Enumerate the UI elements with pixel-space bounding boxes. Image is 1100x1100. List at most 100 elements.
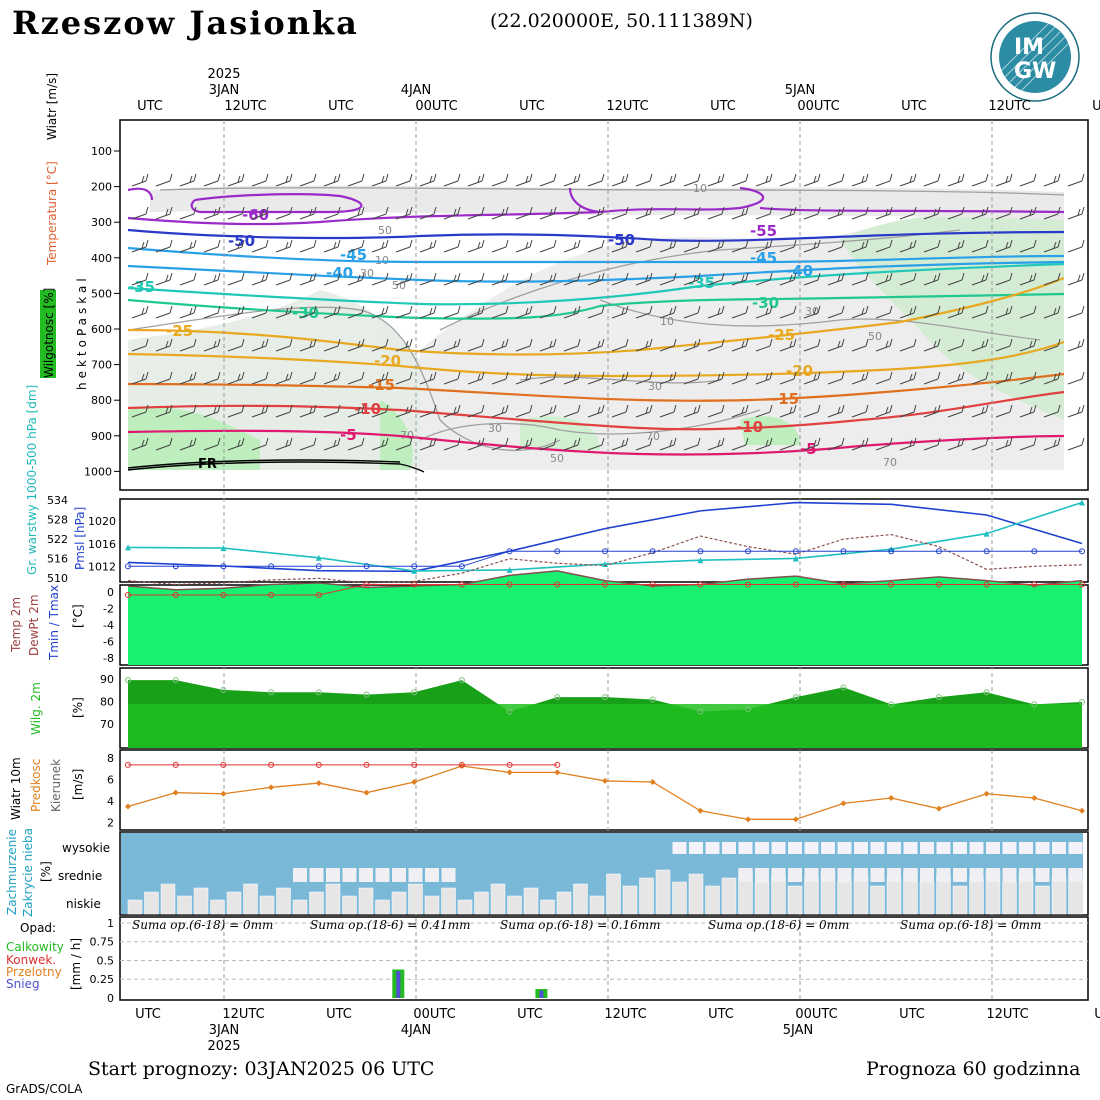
- wind-barb: [563, 272, 581, 286]
- rh2m-point: [745, 706, 752, 713]
- wind-barb: [803, 437, 821, 451]
- top-time-tick: UTC: [901, 99, 927, 114]
- wind-barb: [1043, 173, 1061, 187]
- wind-barb: [467, 437, 485, 451]
- wind-barb: [1067, 338, 1085, 352]
- wind-barb: [683, 437, 701, 451]
- wind-barb: [635, 338, 653, 352]
- top-day-label: 3JAN: [209, 83, 240, 98]
- wind-barb: [827, 437, 845, 451]
- wind-barb: [1067, 371, 1085, 385]
- rh2m-band: [128, 704, 1082, 748]
- wind-barb: [995, 272, 1013, 286]
- cloud-high-bar: [903, 842, 918, 854]
- rh-label: 10: [660, 315, 674, 328]
- wind-barb: [683, 305, 701, 319]
- wind-barb: [971, 206, 989, 220]
- windspeed-point: [268, 784, 275, 791]
- wind-barb: [1067, 437, 1085, 451]
- wind-barb: [1019, 338, 1037, 352]
- windspeed-point: [363, 789, 370, 796]
- cloud-mid-bar: [903, 868, 918, 882]
- wind-barb: [443, 305, 461, 319]
- wind-barb: [803, 272, 821, 286]
- top-year: 2025: [207, 67, 240, 82]
- tmin-point: [983, 548, 990, 555]
- pressure-tick: 800: [91, 394, 112, 407]
- wind-barb: [875, 404, 893, 418]
- wind-barb: [875, 272, 893, 286]
- wind-barb: [659, 404, 677, 418]
- wind-barb: [971, 371, 989, 385]
- cloud-high-bar: [755, 842, 769, 854]
- cloud-mid-bar: [969, 868, 984, 882]
- wind-barb: [683, 173, 701, 187]
- rh2m-point: [649, 696, 656, 703]
- wind-tick: 4: [107, 795, 114, 808]
- dewpt-axis-label: DewPt 2m: [27, 594, 41, 656]
- top-time-axis: UTC 12UTC UTC 00UTC UTC 12UTC UTC 00UTC UTC 12UTC…: [137, 67, 1100, 114]
- wind-barb: [635, 173, 653, 187]
- rh-label: 10: [693, 182, 707, 195]
- wind-barb: [587, 371, 605, 385]
- wind-barb: [755, 272, 773, 286]
- precip-tick: 1: [107, 917, 114, 930]
- wind-barb: [803, 305, 821, 319]
- imgw-logo: IM GW: [990, 12, 1080, 102]
- wind-tick: 2: [107, 817, 114, 830]
- wind-barb: [131, 206, 149, 220]
- wind-barb: [1019, 305, 1037, 319]
- wind-barb: [323, 305, 341, 319]
- windspeed-point: [506, 769, 513, 776]
- wind-barb: [515, 338, 533, 352]
- wind-barb: [971, 173, 989, 187]
- pressure-tick: 1000: [84, 465, 112, 478]
- precip-snow-bar: [396, 971, 401, 998]
- thickness-point: [697, 557, 704, 564]
- wind-barb: [635, 437, 653, 451]
- cloud-low-bar: [787, 885, 803, 915]
- wind-barb: [443, 371, 461, 385]
- gust-point: [220, 761, 227, 768]
- tmin-point: [840, 548, 847, 555]
- wind-barb: [731, 404, 749, 418]
- cloud-low-bar: [408, 883, 423, 915]
- temp-axis-label: Temperatura [°C]: [45, 161, 59, 266]
- cloud-high-bar: [689, 842, 703, 854]
- wind-barb: [1019, 272, 1037, 286]
- tmax-point: [745, 581, 752, 588]
- pressure-tick: 700: [91, 359, 112, 372]
- wind-barb: [155, 371, 173, 385]
- wind-barb: [803, 338, 821, 352]
- wind-barb: [779, 173, 797, 187]
- wind-barb: [419, 173, 437, 187]
- wind-barb: [203, 371, 221, 385]
- thickness-tick: 522: [47, 533, 68, 546]
- wind-barb: [1043, 371, 1061, 385]
- wind-barb: [515, 404, 533, 418]
- wind-barb: [203, 437, 221, 451]
- cloud-low-bar: [754, 881, 770, 915]
- rh2m-point: [888, 701, 895, 708]
- wind-barb: [467, 305, 485, 319]
- cloud-mid-bar: [1068, 868, 1083, 882]
- precip-legend-title: Opad:: [20, 921, 56, 935]
- wind-barb: [923, 371, 941, 385]
- wind-barb: [875, 437, 893, 451]
- tmin-point: [554, 548, 561, 555]
- wind-barb: [131, 173, 149, 187]
- cloud-low-bar: [804, 877, 819, 915]
- wind-barb: [851, 239, 869, 253]
- temp-tick: -4: [103, 619, 114, 632]
- wind-barb: [323, 437, 341, 451]
- cloud-low-bar: [952, 885, 968, 915]
- wind-barb: [635, 371, 653, 385]
- wind-barb: [347, 437, 365, 451]
- thickness-point: [506, 566, 513, 573]
- cloud-mid-bar: [920, 868, 934, 882]
- wind-barb: [755, 206, 773, 220]
- wind-barb: [227, 305, 245, 319]
- wind-barb: [707, 338, 725, 352]
- tmax-point: [649, 581, 656, 588]
- cloud-mid-bar: [1052, 868, 1066, 882]
